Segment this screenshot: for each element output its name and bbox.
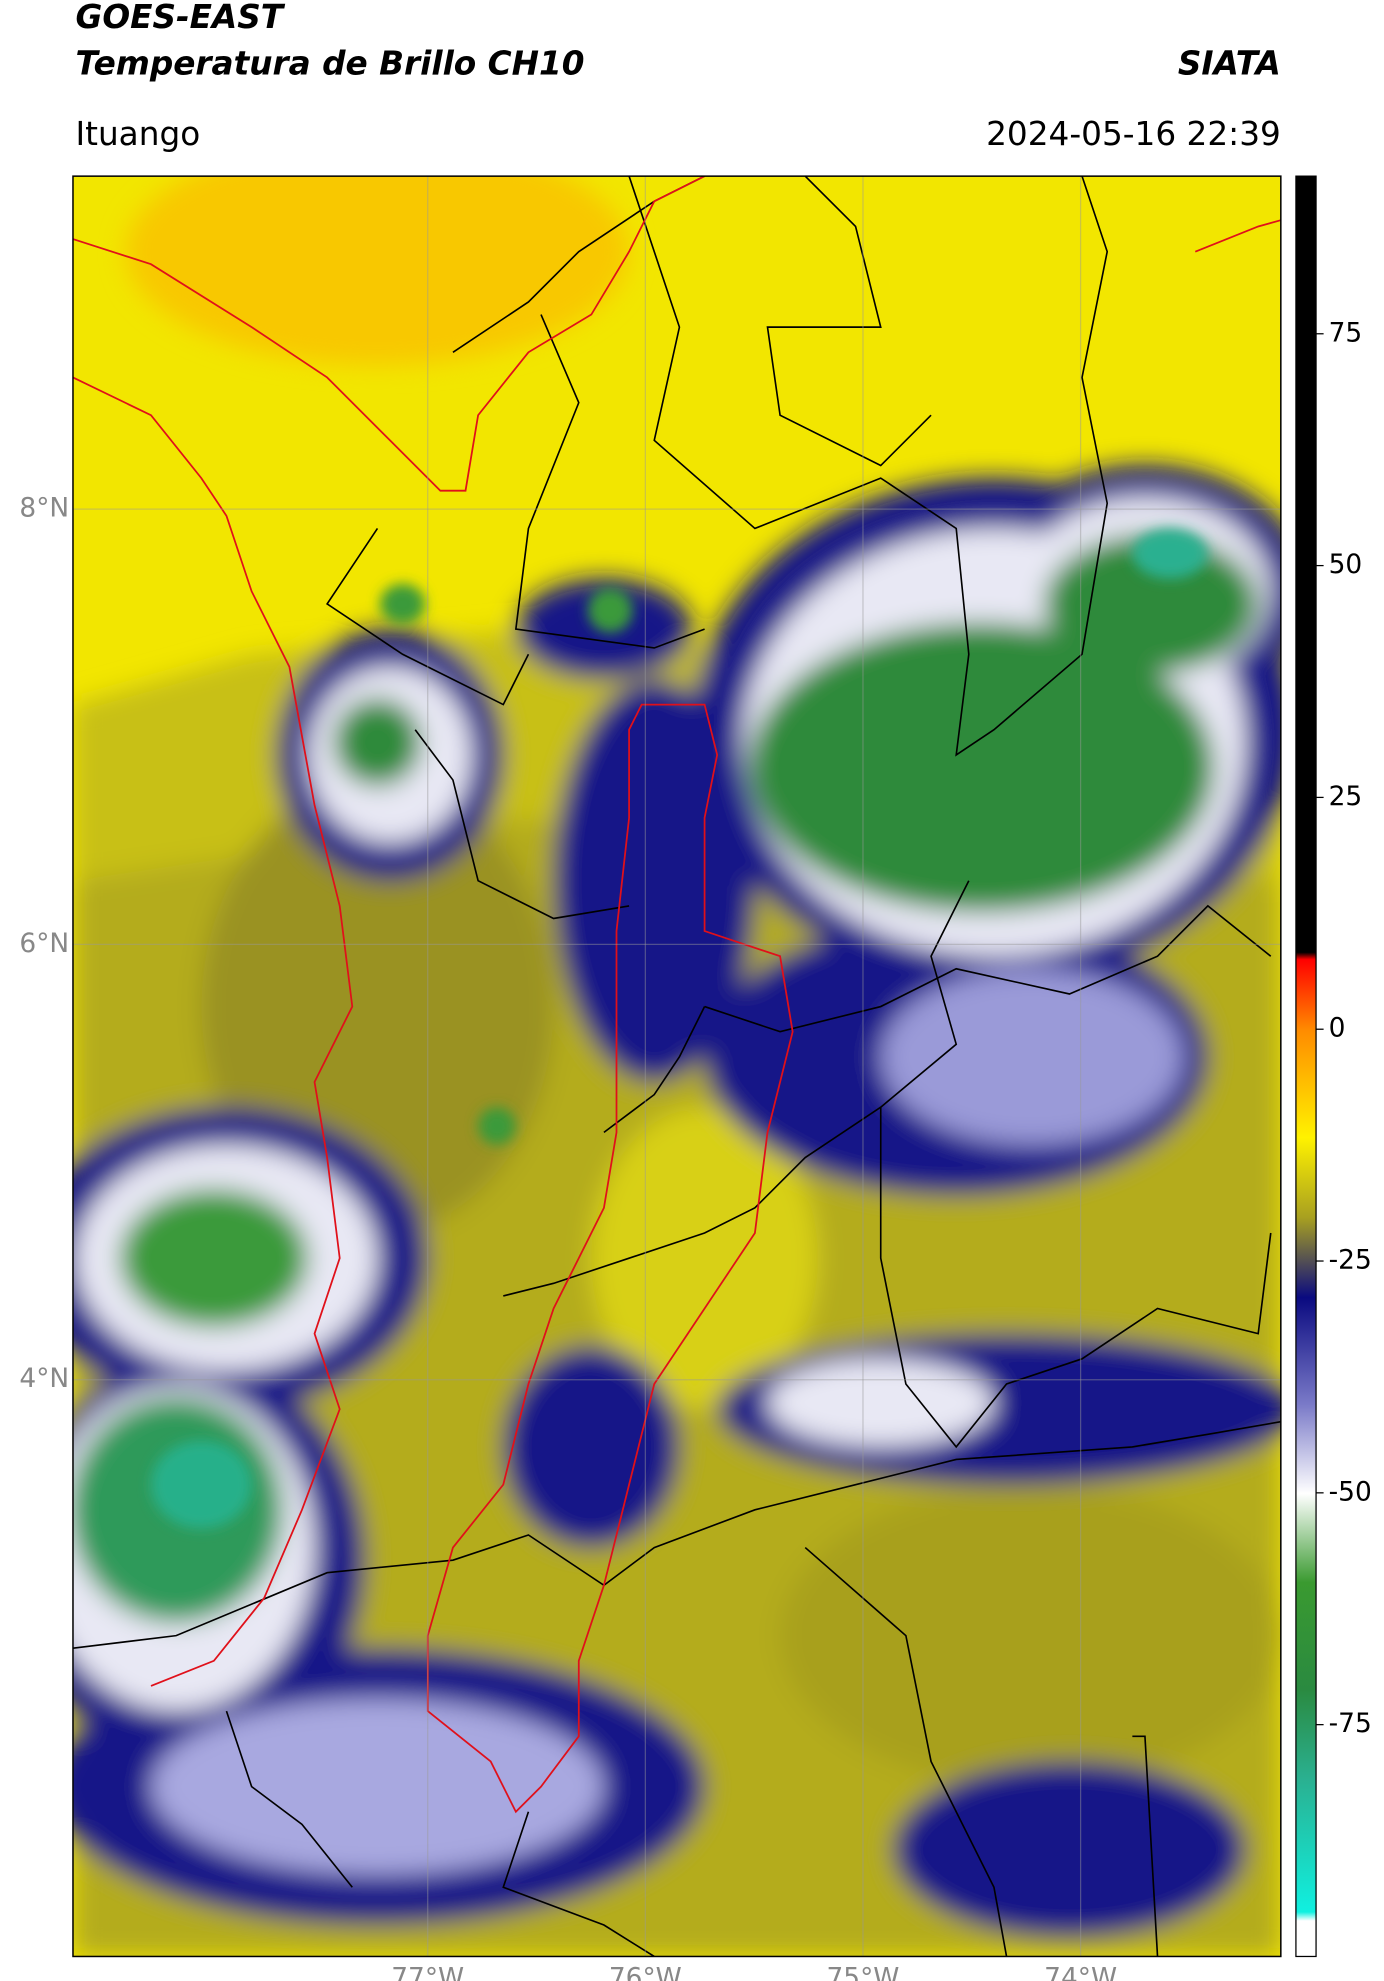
product-title: Temperatura de Brillo CH10 <box>75 44 584 82</box>
y-tick-label: 8°N <box>19 493 69 524</box>
datetime: 2024-05-16 22:39 <box>986 115 1281 153</box>
y-tick-label: 4°N <box>19 1363 69 1394</box>
x-tick-label: 74°W <box>1044 1963 1117 1981</box>
satellite-image <box>72 176 1281 1957</box>
satellite-title: GOES-EAST <box>75 0 285 36</box>
colorbar-tick-label: 50 <box>1329 549 1363 580</box>
map-frame <box>72 175 1282 1958</box>
colorbar-tick-label: -75 <box>1329 1708 1372 1739</box>
agency: SIATA <box>1178 44 1281 82</box>
graticule <box>72 176 1281 1957</box>
x-tick-label: 75°W <box>827 1963 900 1981</box>
colorbar-tick-label: -25 <box>1329 1245 1372 1276</box>
colorbar-tick-label: 25 <box>1329 781 1363 812</box>
y-tick-label: 6°N <box>19 928 69 959</box>
colorbar-tick-label: 75 <box>1329 317 1363 348</box>
axis-ticks: 77°W 76°W 75°W 74°W 8°N 6°N 4°N 75 50 25 0 -25 -50 -7… <box>19 317 1371 1981</box>
colorbar-tick-label: -50 <box>1329 1476 1372 1507</box>
colorbar-tick-label: 0 <box>1329 1013 1346 1044</box>
location: Ituango <box>75 115 200 153</box>
colorbar <box>1295 175 1317 1958</box>
x-tick-label: 76°W <box>609 1963 682 1981</box>
x-tick-label: 77°W <box>391 1963 464 1981</box>
